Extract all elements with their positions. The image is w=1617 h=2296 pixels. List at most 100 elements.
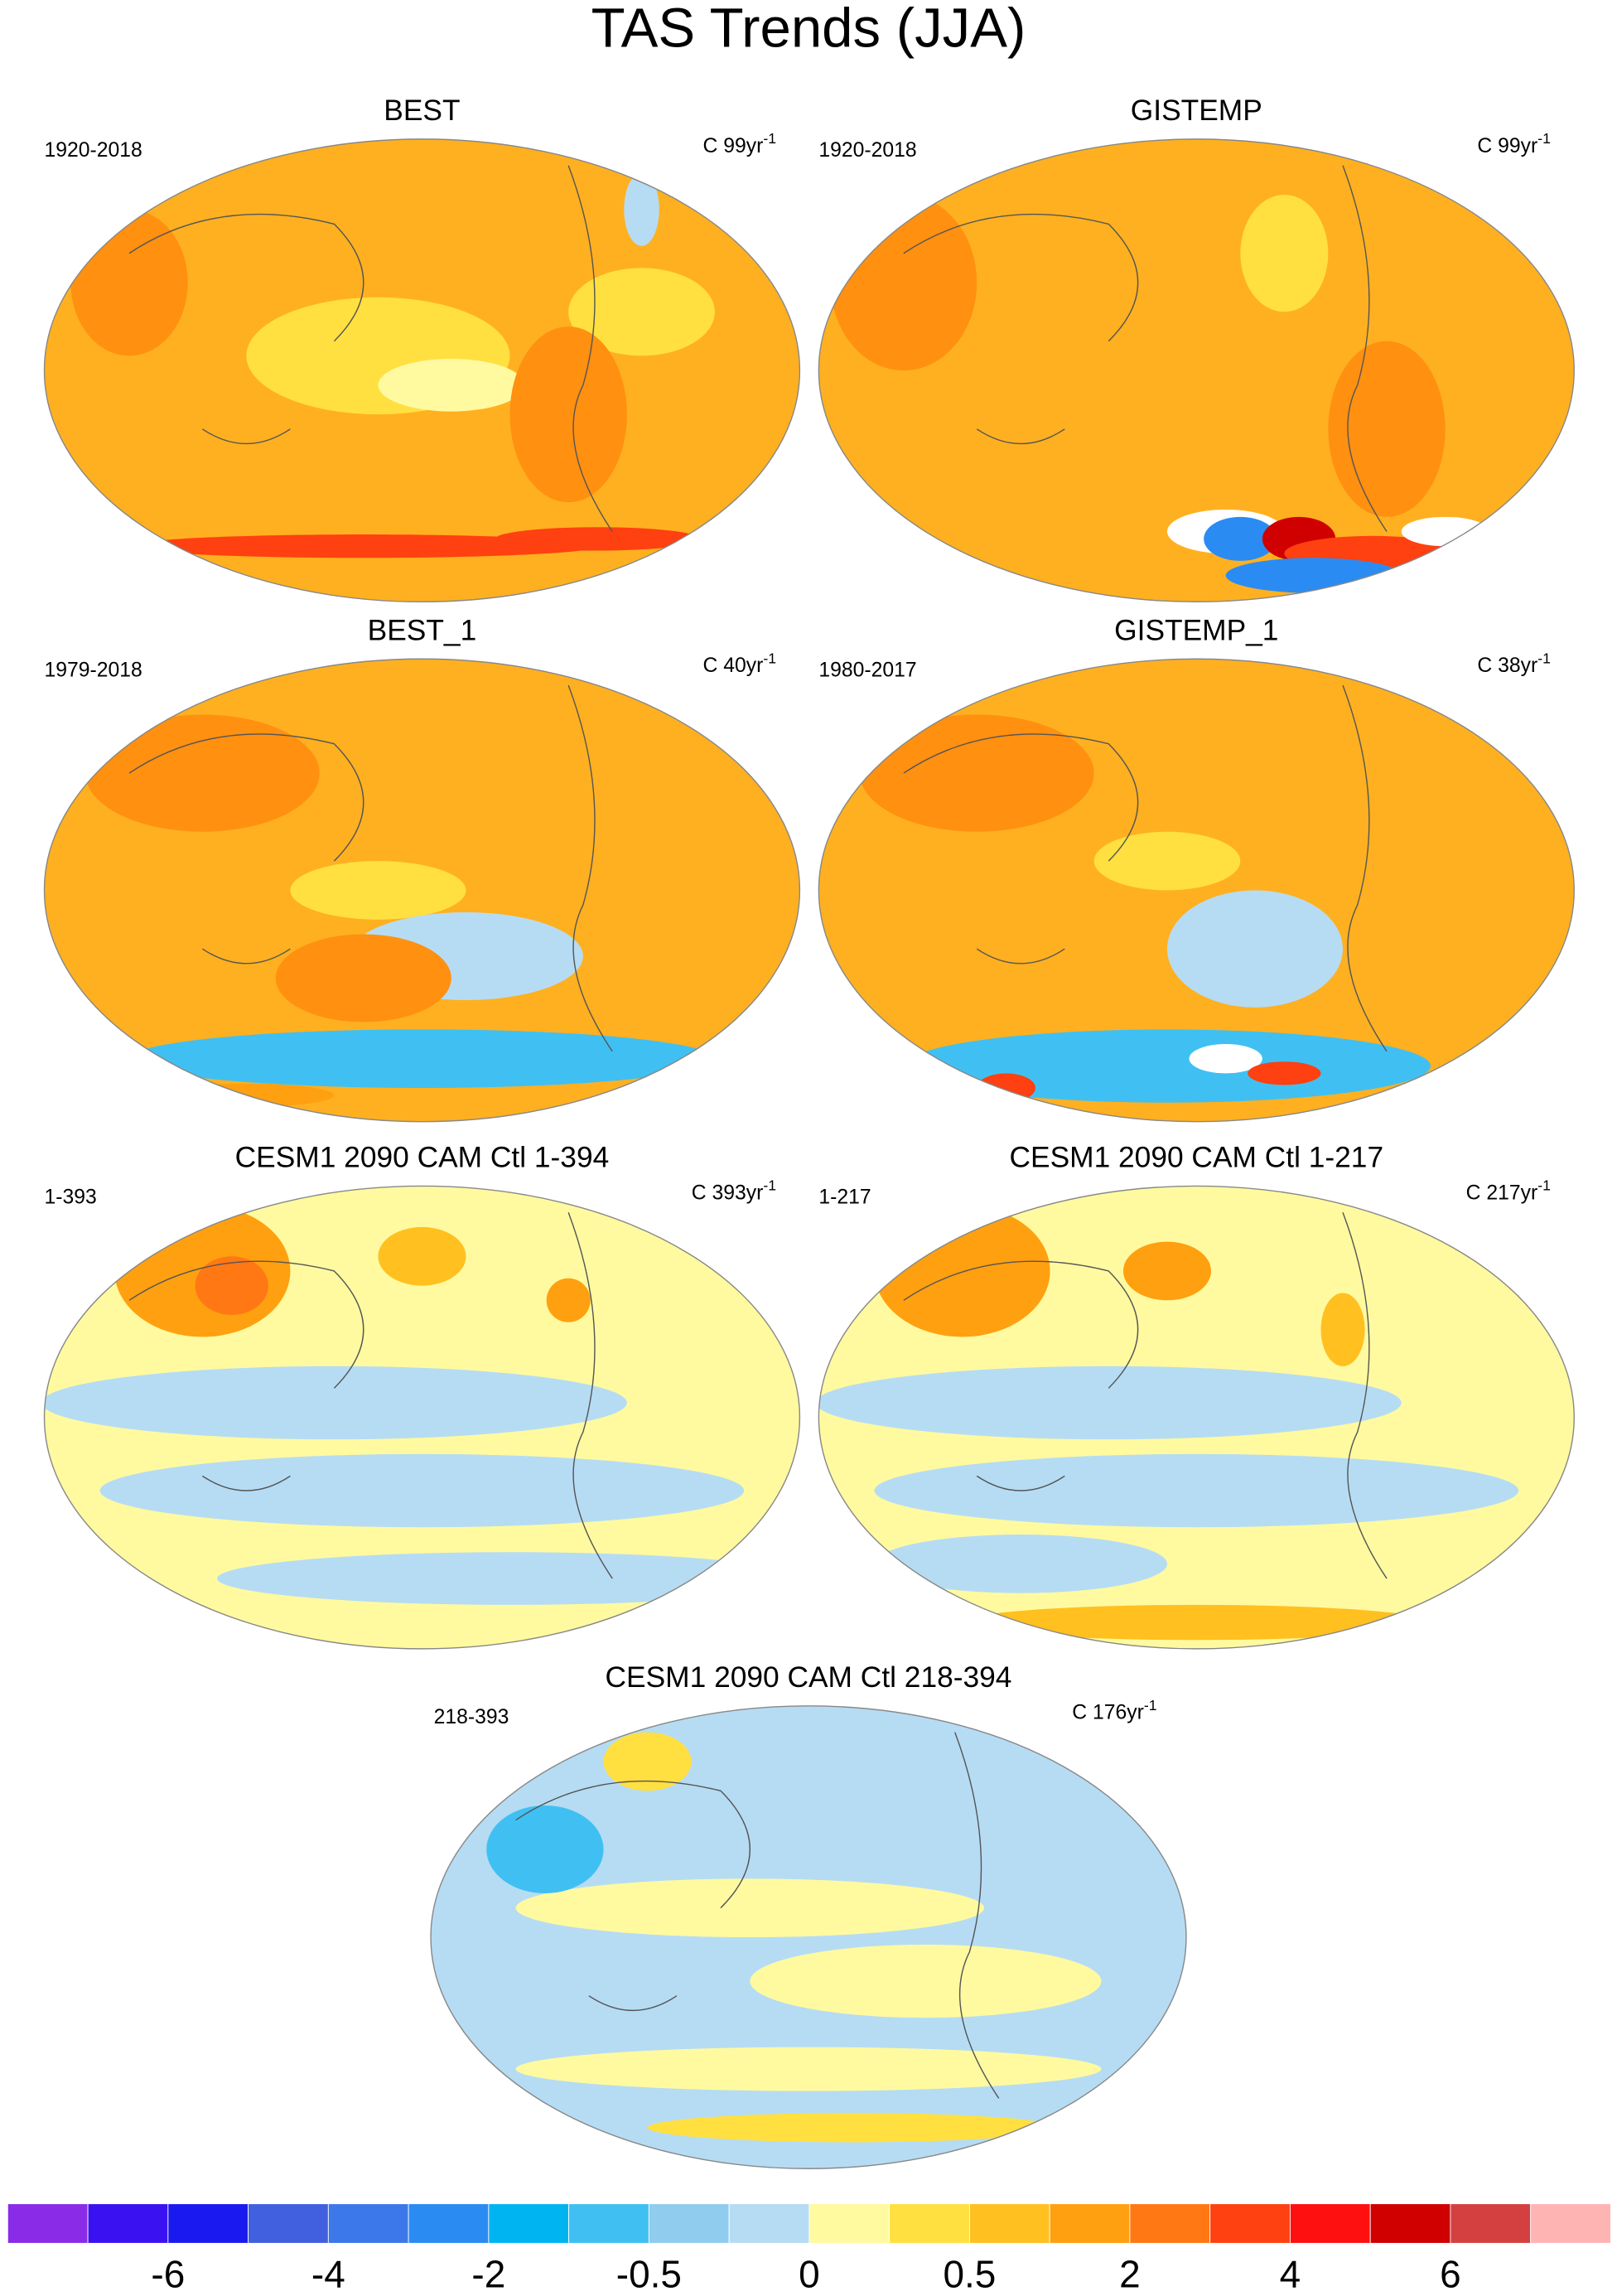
units-text: C 393yr: [692, 1182, 764, 1204]
colorbar-label: -0.5: [616, 2252, 682, 2295]
map: [44, 659, 800, 1122]
units-text: C 99yr: [1477, 135, 1537, 157]
map-region: [486, 1805, 604, 1894]
map-region: [99, 1453, 745, 1528]
colorbar: -6 -4 -2 -0.5 0 0.5 2 4 6: [7, 2203, 1611, 2295]
map-region: [378, 1226, 466, 1286]
units-exponent: -1: [763, 650, 776, 667]
coastline: [128, 1212, 613, 1579]
map-region: [546, 1278, 591, 1322]
map-region: [129, 534, 598, 558]
map-panel: BEST_1 1979-2018 C 40yr-1: [43, 614, 801, 1123]
colorbar-box: [648, 2203, 730, 2244]
map: [818, 659, 1575, 1122]
map: [818, 138, 1575, 602]
panel-title: CESM1 2090 CAM Ctl 1-394: [235, 1141, 610, 1173]
map-region: [818, 1366, 1402, 1440]
units-text: C 217yr: [1466, 1182, 1538, 1204]
map-region: [624, 172, 659, 246]
colorbar-label: -2: [471, 2252, 505, 2295]
map-panel: BEST 1920-2018 C 99yr-1: [43, 94, 801, 603]
colorbar-label: 4: [1280, 2252, 1301, 2295]
map-region: [903, 1029, 1431, 1103]
map-region: [874, 1453, 1519, 1528]
colorbar-box: [1049, 2203, 1131, 2244]
units-exponent: -1: [1144, 1697, 1157, 1714]
map-panel: GISTEMP_1 1980-2017 C 38yr-1: [818, 614, 1575, 1123]
units-label: C 393yr-1: [692, 1177, 776, 1205]
map: [818, 1186, 1575, 1649]
panel-title: GISTEMP_1: [1114, 614, 1278, 646]
map-border: [43, 138, 801, 603]
map: [431, 1705, 1186, 2169]
map-region: [515, 1878, 985, 1938]
colorbar-label: 0: [799, 2252, 820, 2295]
map-region: [129, 1029, 715, 1089]
period-label: 1920-2018: [818, 139, 916, 162]
panel-title: CESM1 2090 CAM Ctl 1-217: [1010, 1141, 1384, 1173]
colorbar-box: [1289, 2203, 1371, 2244]
panel-title: BEST: [384, 94, 460, 127]
coastline: [903, 1212, 1388, 1579]
map-region: [495, 527, 701, 551]
map-region: [195, 1256, 268, 1315]
map-region: [1189, 1044, 1262, 1074]
coastline: [515, 1732, 1000, 2099]
map-border: [818, 1185, 1575, 1650]
map-region: [1166, 890, 1344, 1008]
map-region: [1320, 1293, 1365, 1366]
units-text: C 38yr: [1477, 655, 1537, 677]
period-label: 1920-2018: [45, 139, 142, 162]
colorbar-box: [7, 2203, 89, 2244]
period-label: 1-393: [45, 1187, 97, 1209]
units-text: C 40yr: [703, 655, 764, 677]
colorbar-box: [1209, 2203, 1291, 2244]
panel-title: BEST_1: [368, 614, 477, 646]
map-region: [1248, 1061, 1321, 1085]
map-base: [431, 1705, 1186, 2169]
map-region: [750, 1944, 1102, 2018]
map-region: [647, 2113, 1058, 2143]
colorbar-box: [1530, 2203, 1611, 2244]
map-region: [859, 714, 1094, 832]
colorbar-box: [167, 2203, 249, 2244]
colorbar-label: -4: [311, 2252, 345, 2295]
colorbar-box: [488, 2203, 570, 2244]
map-border: [818, 138, 1575, 603]
map: [44, 1186, 800, 1649]
colorbar-box: [248, 2203, 329, 2244]
map-region: [1122, 1241, 1211, 1301]
period-label: 218-393: [434, 1706, 509, 1728]
colorbar-box: [568, 2203, 649, 2244]
units-label: C 38yr-1: [1477, 650, 1551, 678]
colorbar-label: 0.5: [943, 2252, 996, 2295]
panel-title: CESM1 2090 CAM Ctl 218-394: [606, 1661, 1012, 1694]
units-exponent: -1: [1537, 130, 1551, 147]
period-label: 1979-2018: [45, 659, 142, 681]
units-exponent: -1: [763, 130, 776, 147]
panel-title: GISTEMP: [1131, 94, 1262, 127]
map-border: [430, 1705, 1187, 2169]
units-label: C 99yr-1: [1477, 130, 1551, 157]
map-region: [290, 861, 466, 920]
period-label: 1-217: [818, 1187, 871, 1209]
units-exponent: -1: [763, 1177, 776, 1194]
map-region: [84, 714, 320, 832]
colorbar-box: [408, 2203, 490, 2244]
map-region: [378, 358, 525, 412]
colorbar-box: [327, 2203, 409, 2244]
colorbar-box: [808, 2203, 891, 2244]
colorbar-box: [87, 2203, 169, 2244]
coastline: [128, 684, 613, 1052]
colorbar-box: [728, 2203, 810, 2244]
colorbar-box: [1129, 2203, 1211, 2244]
map-region: [217, 1552, 800, 1605]
units-exponent: -1: [1537, 1177, 1551, 1194]
colorbar-box: [1369, 2203, 1451, 2244]
units-exponent: -1: [1537, 650, 1551, 667]
map-panel: GISTEMP 1920-2018 C 99yr-1: [818, 94, 1575, 603]
colorbar-label: -6: [151, 2252, 185, 2295]
colorbar-label: 2: [1119, 2252, 1141, 2295]
